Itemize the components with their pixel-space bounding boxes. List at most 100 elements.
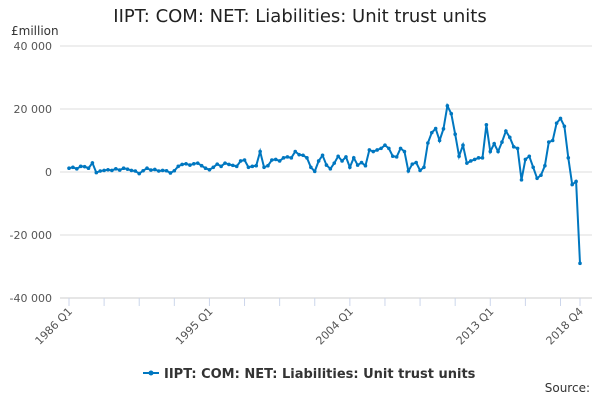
data-point — [519, 178, 524, 182]
x-tick-label: 1986 Q1 — [33, 305, 76, 348]
y-tick-label: -40 000 — [10, 292, 52, 305]
data-point — [78, 164, 83, 169]
data-point — [129, 168, 134, 173]
data-point — [254, 163, 259, 168]
data-point — [86, 166, 91, 171]
data-point — [558, 116, 563, 121]
y-axis-unit: £million — [11, 24, 59, 38]
data-point — [465, 161, 469, 165]
data-point — [328, 167, 333, 171]
data-point — [246, 165, 251, 170]
data-point — [219, 164, 223, 169]
data-point — [507, 135, 512, 140]
data-point — [367, 148, 372, 152]
data-point — [184, 162, 188, 166]
data-point — [203, 166, 208, 171]
y-tick-label: -20 000 — [10, 229, 52, 242]
y-tick-label: 20 000 — [14, 103, 53, 116]
data-point — [332, 161, 337, 165]
data-point — [320, 153, 325, 158]
data-point — [125, 167, 130, 171]
data-point — [215, 162, 220, 166]
data-point — [340, 159, 344, 163]
data-point — [82, 164, 87, 169]
data-point — [176, 164, 181, 169]
data-point — [387, 146, 391, 151]
data-point — [468, 159, 473, 163]
data-point — [281, 156, 286, 160]
data-point — [383, 143, 387, 148]
data-point — [114, 167, 118, 171]
data-point — [266, 163, 270, 168]
data-point — [258, 149, 262, 154]
data-point — [324, 163, 329, 167]
data-point — [496, 149, 500, 154]
data-point — [316, 159, 321, 163]
data-point — [336, 154, 340, 159]
data-point — [441, 127, 446, 131]
data-point — [437, 138, 442, 143]
chart-title: IIPT: COM: NET: Liabilities: Unit trust … — [113, 6, 487, 27]
data-point — [312, 169, 317, 174]
data-point — [574, 179, 578, 184]
data-point — [426, 141, 430, 145]
data-point — [297, 152, 301, 157]
data-point — [117, 168, 122, 172]
data-point — [398, 146, 403, 151]
data-point — [488, 149, 493, 154]
data-point — [192, 162, 196, 166]
data-point — [250, 164, 255, 169]
data-point — [207, 167, 212, 172]
data-point — [449, 111, 454, 116]
data-point — [293, 149, 298, 154]
data-point — [554, 121, 559, 125]
data-point — [344, 155, 348, 159]
data-point — [110, 168, 114, 173]
data-point — [309, 165, 313, 170]
data-point — [566, 156, 571, 160]
data-point — [363, 163, 368, 168]
data-point — [461, 143, 465, 148]
legend-marker-icon — [148, 370, 154, 376]
y-tick-label: 40 000 — [14, 40, 53, 53]
data-point — [472, 157, 477, 162]
data-point — [75, 167, 79, 171]
data-point — [231, 163, 235, 168]
data-point — [355, 163, 360, 167]
data-point — [492, 141, 496, 146]
data-point — [546, 140, 551, 144]
data-point — [195, 161, 200, 165]
data-point — [523, 157, 528, 162]
data-point — [543, 163, 547, 168]
data-point — [106, 167, 110, 172]
data-point — [476, 156, 481, 160]
series-line — [68, 102, 581, 264]
data-point — [121, 166, 126, 171]
data-point — [394, 155, 399, 159]
data-point — [270, 158, 274, 162]
data-point — [402, 149, 407, 154]
data-point — [301, 153, 305, 158]
y-tick-label: 0 — [45, 166, 52, 179]
data-point — [98, 169, 103, 173]
data-point — [242, 158, 247, 162]
data-point — [511, 145, 516, 149]
data-point — [168, 171, 173, 175]
data-point — [433, 126, 438, 131]
data-point — [137, 171, 142, 176]
data-point — [422, 165, 426, 170]
data-point — [406, 169, 411, 173]
data-point — [550, 138, 555, 143]
data-point — [289, 156, 294, 160]
data-point — [71, 165, 75, 170]
data-point — [562, 124, 567, 129]
data-point — [414, 160, 418, 165]
data-point — [149, 168, 153, 172]
data-point — [141, 168, 145, 173]
data-point — [188, 163, 192, 167]
data-point — [94, 170, 99, 175]
data-point — [531, 165, 535, 170]
data-point — [227, 162, 231, 167]
data-point — [445, 104, 450, 108]
